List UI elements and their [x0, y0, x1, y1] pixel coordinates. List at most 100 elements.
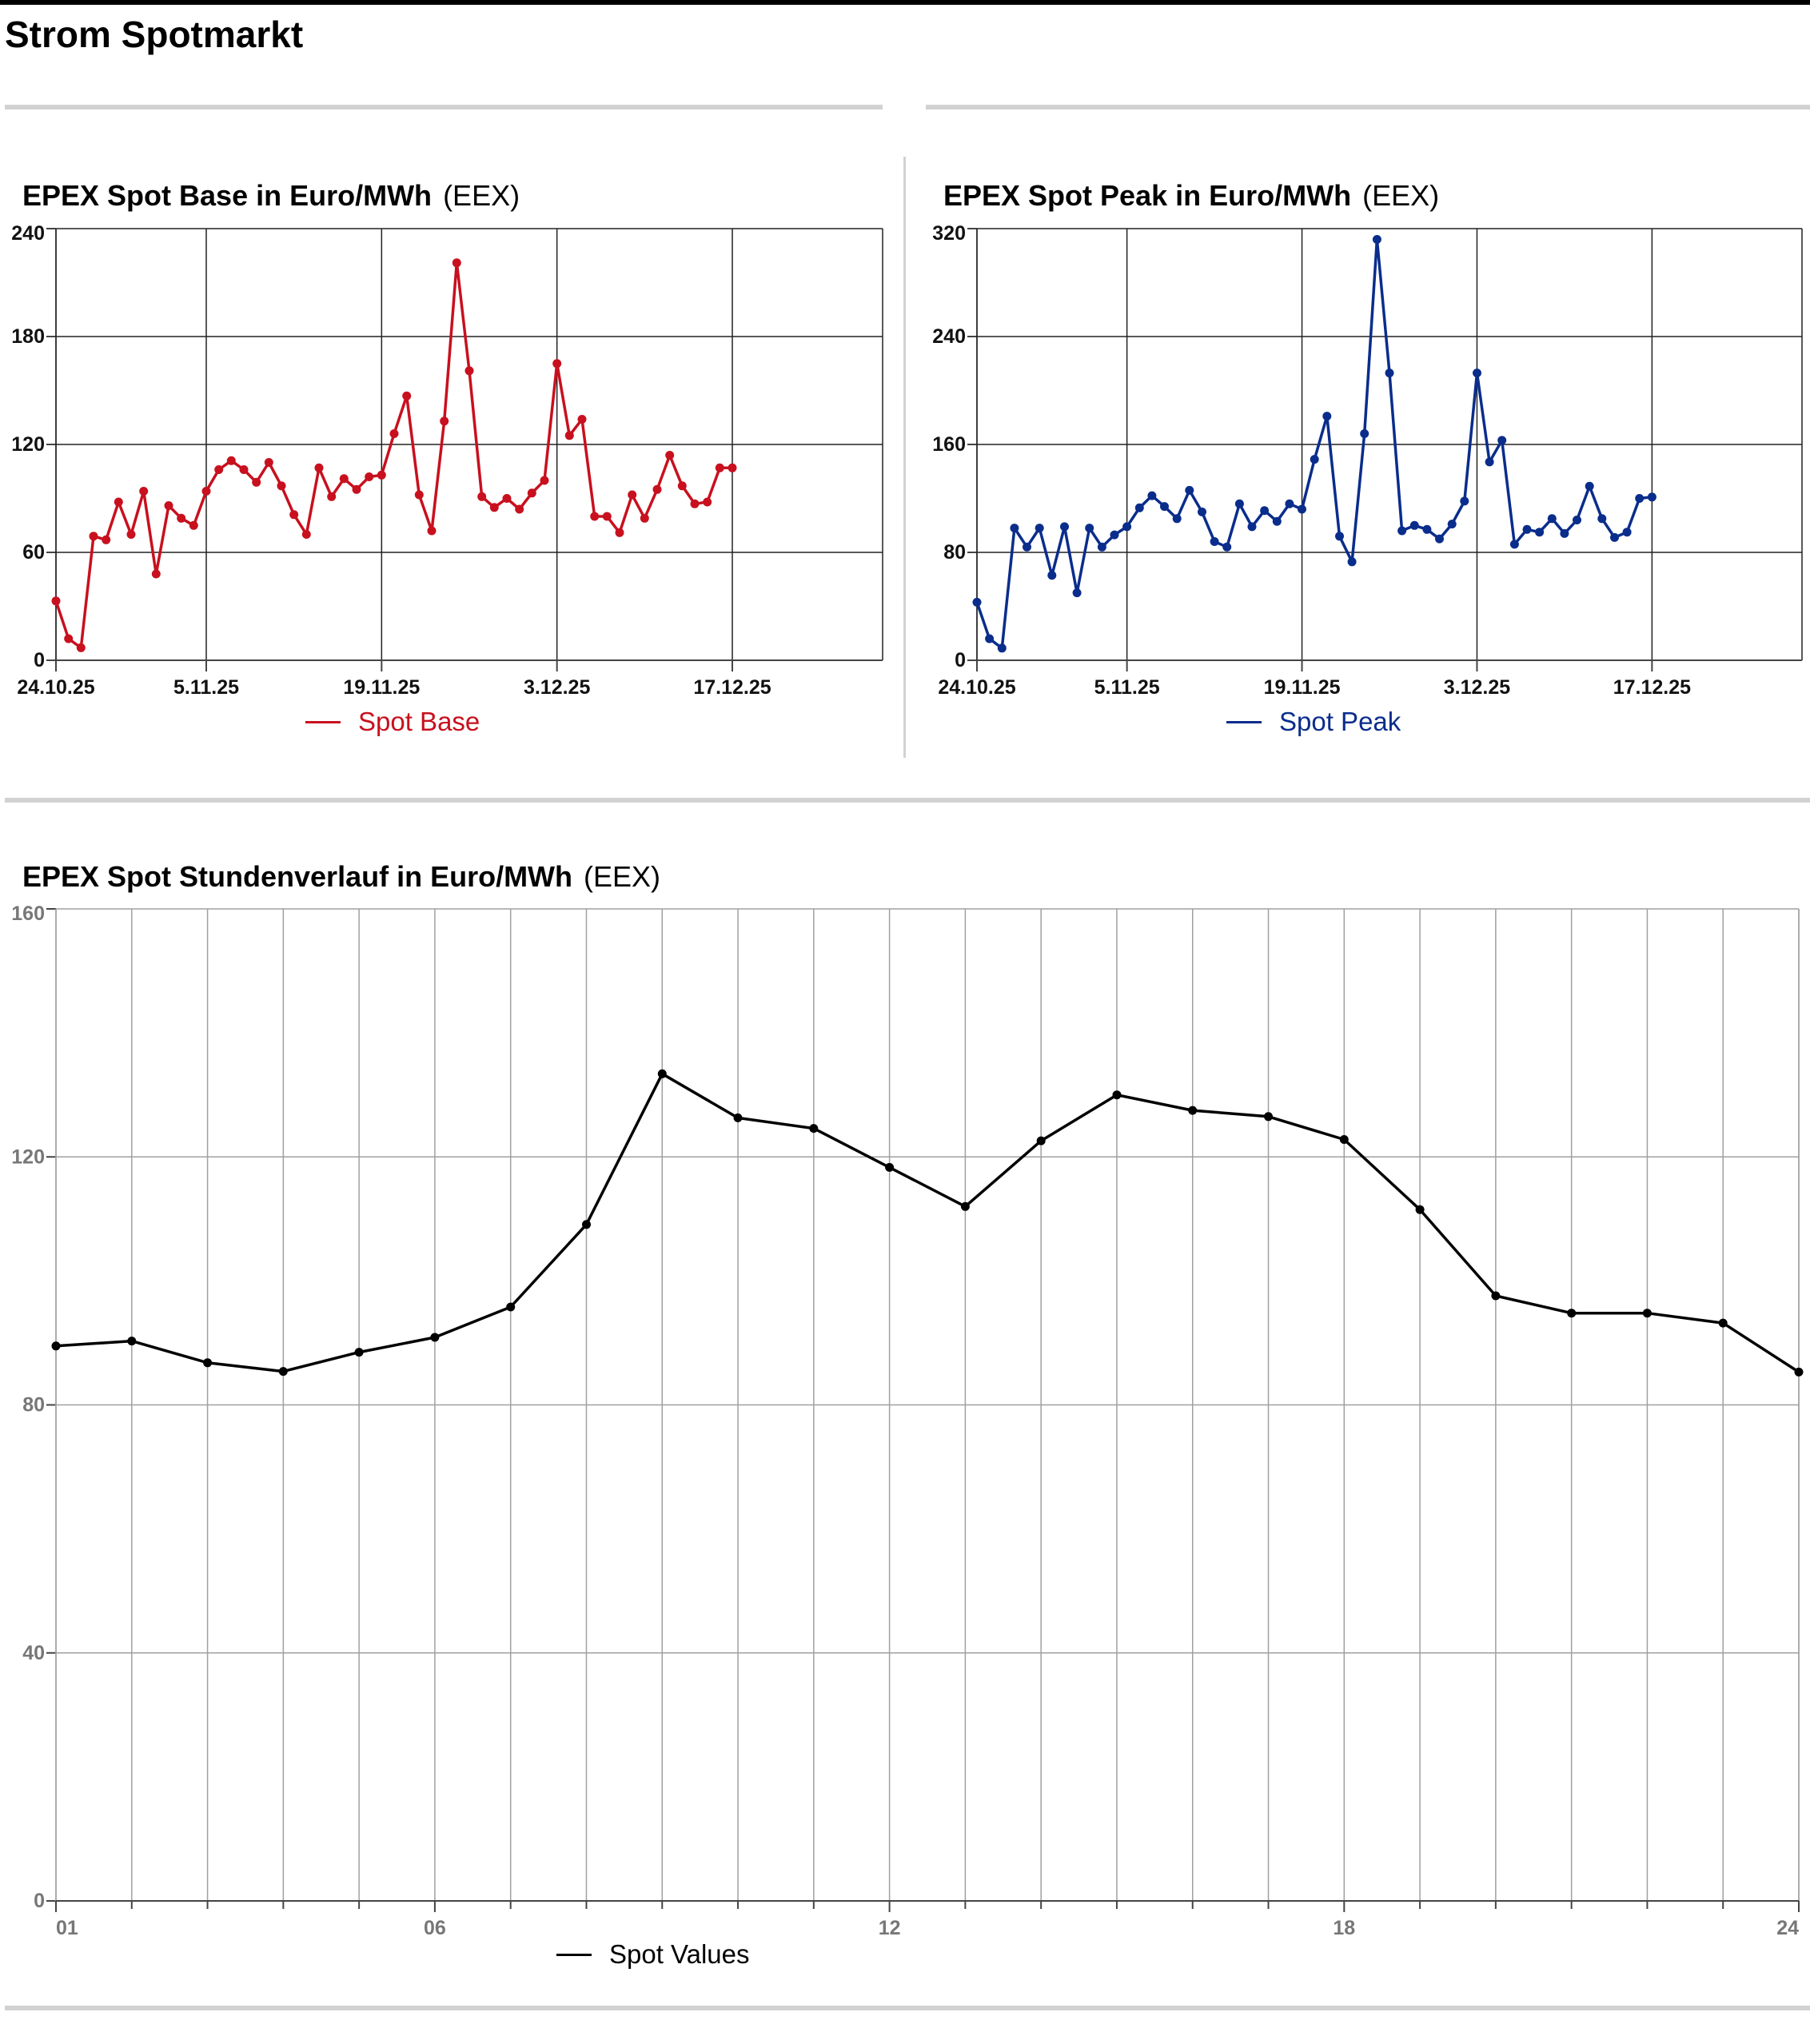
peak-data-point	[1023, 542, 1031, 552]
hourly-xtick-label-6: 06	[424, 1917, 446, 1939]
peak-data-point	[1272, 516, 1282, 526]
section-divider-middle	[5, 798, 1810, 803]
hourly-data-point	[506, 1302, 516, 1312]
base-data-point	[715, 463, 724, 472]
peak-data-point	[1298, 504, 1306, 514]
base-data-point	[665, 451, 675, 460]
base-data-point	[126, 530, 136, 539]
base-xtick-label-2025-12-03: 3.12.25	[524, 676, 591, 699]
base-xtick-label-2025-11-05: 5.11.25	[173, 676, 239, 699]
base-data-point	[728, 463, 737, 472]
panel-divider	[903, 157, 906, 758]
hourly-data-point	[809, 1124, 819, 1134]
base-legend-label: Spot Base	[358, 707, 480, 736]
peak-data-point	[1522, 524, 1532, 534]
peak-data-point	[1097, 542, 1106, 552]
peak-data-point	[1360, 429, 1369, 438]
base-data-point	[114, 497, 123, 507]
hourly-data-point	[1794, 1367, 1804, 1377]
peak-ytick-label-80: 80	[943, 541, 966, 564]
base-data-point	[489, 503, 499, 512]
base-data-point	[89, 532, 98, 541]
peak-data-point	[1198, 507, 1206, 516]
base-data-point	[464, 366, 474, 376]
peak-data-point	[1485, 457, 1494, 467]
base-data-point	[377, 470, 386, 480]
peak-data-point	[1497, 436, 1507, 445]
base-data-point	[277, 481, 286, 491]
base-data-point	[214, 465, 224, 474]
hourly-chart-title: EPEX Spot Stundenverlauf in Euro/MWh (EEX…	[22, 860, 661, 893]
hourly-series-line	[55, 1072, 1800, 1373]
base-xtick-label-2025-12-17: 17.12.25	[693, 676, 771, 699]
hourly-ytick-label-160: 160	[11, 902, 45, 925]
base-data-point	[352, 484, 361, 494]
peak-data-point	[1322, 412, 1332, 421]
peak-data-point	[1222, 542, 1232, 552]
peak-data-point	[1285, 499, 1294, 508]
base-data-point	[301, 530, 311, 539]
base-data-point	[677, 481, 687, 491]
peak-data-point	[1473, 369, 1481, 378]
hourly-data-point	[1036, 1136, 1046, 1146]
peak-data-point	[1134, 503, 1144, 512]
base-data-point	[327, 492, 337, 501]
base-data-point	[339, 474, 349, 484]
base-data-point	[177, 513, 186, 523]
peak-ytick-label-0: 0	[955, 649, 966, 671]
base-data-point	[102, 535, 111, 544]
hourly-chart: 0 40 80 120 160 01 06 12 18 24	[11, 902, 1804, 1939]
peak-data-point	[1247, 522, 1257, 532]
hourly-data-point	[203, 1358, 213, 1368]
hourly-data-point	[1491, 1291, 1501, 1301]
base-xtick-label-2025-11-19: 19.11.25	[343, 676, 420, 699]
section-divider-left	[5, 105, 883, 110]
peak-data-point	[1560, 528, 1569, 538]
peak-legend-swatch	[1226, 720, 1262, 723]
peak-data-point	[1622, 528, 1632, 537]
hourly-ytick-label-120: 120	[11, 1146, 45, 1168]
base-data-point	[264, 458, 273, 467]
base-data-point	[640, 513, 649, 523]
base-ytick-label-60: 60	[22, 541, 45, 564]
peak-data-point	[1547, 514, 1557, 524]
hourly-legend-swatch	[556, 1953, 592, 1956]
base-data-point	[389, 429, 399, 438]
hourly-data-point	[127, 1337, 137, 1346]
base-data-point	[51, 596, 61, 606]
peak-data-point	[1460, 496, 1469, 506]
hourly-xtick-label-12: 12	[879, 1917, 901, 1939]
peak-xtick-label-2025-10-24: 24.10.25	[938, 676, 1015, 699]
peak-xtick-label-2025-12-03: 3.12.25	[1444, 676, 1511, 699]
section-divider-bottom	[5, 2006, 1810, 2010]
peak-data-point	[1234, 499, 1244, 508]
peak-chart: 0 80 160 240 320 24.10.25 5.11.25 19.11.25 3.12.…	[932, 222, 1803, 699]
hourly-data-point	[657, 1069, 667, 1078]
hourly-data-point	[582, 1220, 591, 1229]
peak-ytick-label-320: 320	[932, 222, 966, 245]
base-ytick-label-240: 240	[11, 222, 45, 245]
peak-chart-title: EPEX Spot Peak in Euro/MWh (EEX)	[943, 179, 1440, 212]
hourly-legend: Spot Values	[556, 1939, 750, 1970]
peak-data-point	[1573, 516, 1581, 524]
peak-data-point	[1597, 514, 1607, 524]
peak-data-point	[1047, 571, 1057, 580]
hourly-ytick-label-80: 80	[22, 1394, 45, 1416]
base-data-point	[289, 510, 299, 520]
peak-data-point	[1035, 524, 1044, 533]
base-data-point	[414, 490, 424, 500]
base-data-point	[365, 472, 374, 481]
page-title: Strom Spotmarkt	[5, 14, 304, 55]
base-data-point	[402, 391, 412, 400]
hourly-data-point	[1188, 1106, 1198, 1115]
hourly-xtick-label-1: 01	[56, 1917, 78, 1939]
peak-data-point	[1072, 588, 1082, 598]
peak-data-point	[1147, 491, 1157, 500]
peak-data-point	[1509, 540, 1519, 549]
base-data-point	[690, 499, 700, 508]
peak-data-point	[1535, 528, 1545, 537]
hourly-data-point	[430, 1333, 440, 1342]
hourly-ytick-label-40: 40	[22, 1642, 45, 1664]
peak-data-point	[1447, 520, 1457, 529]
